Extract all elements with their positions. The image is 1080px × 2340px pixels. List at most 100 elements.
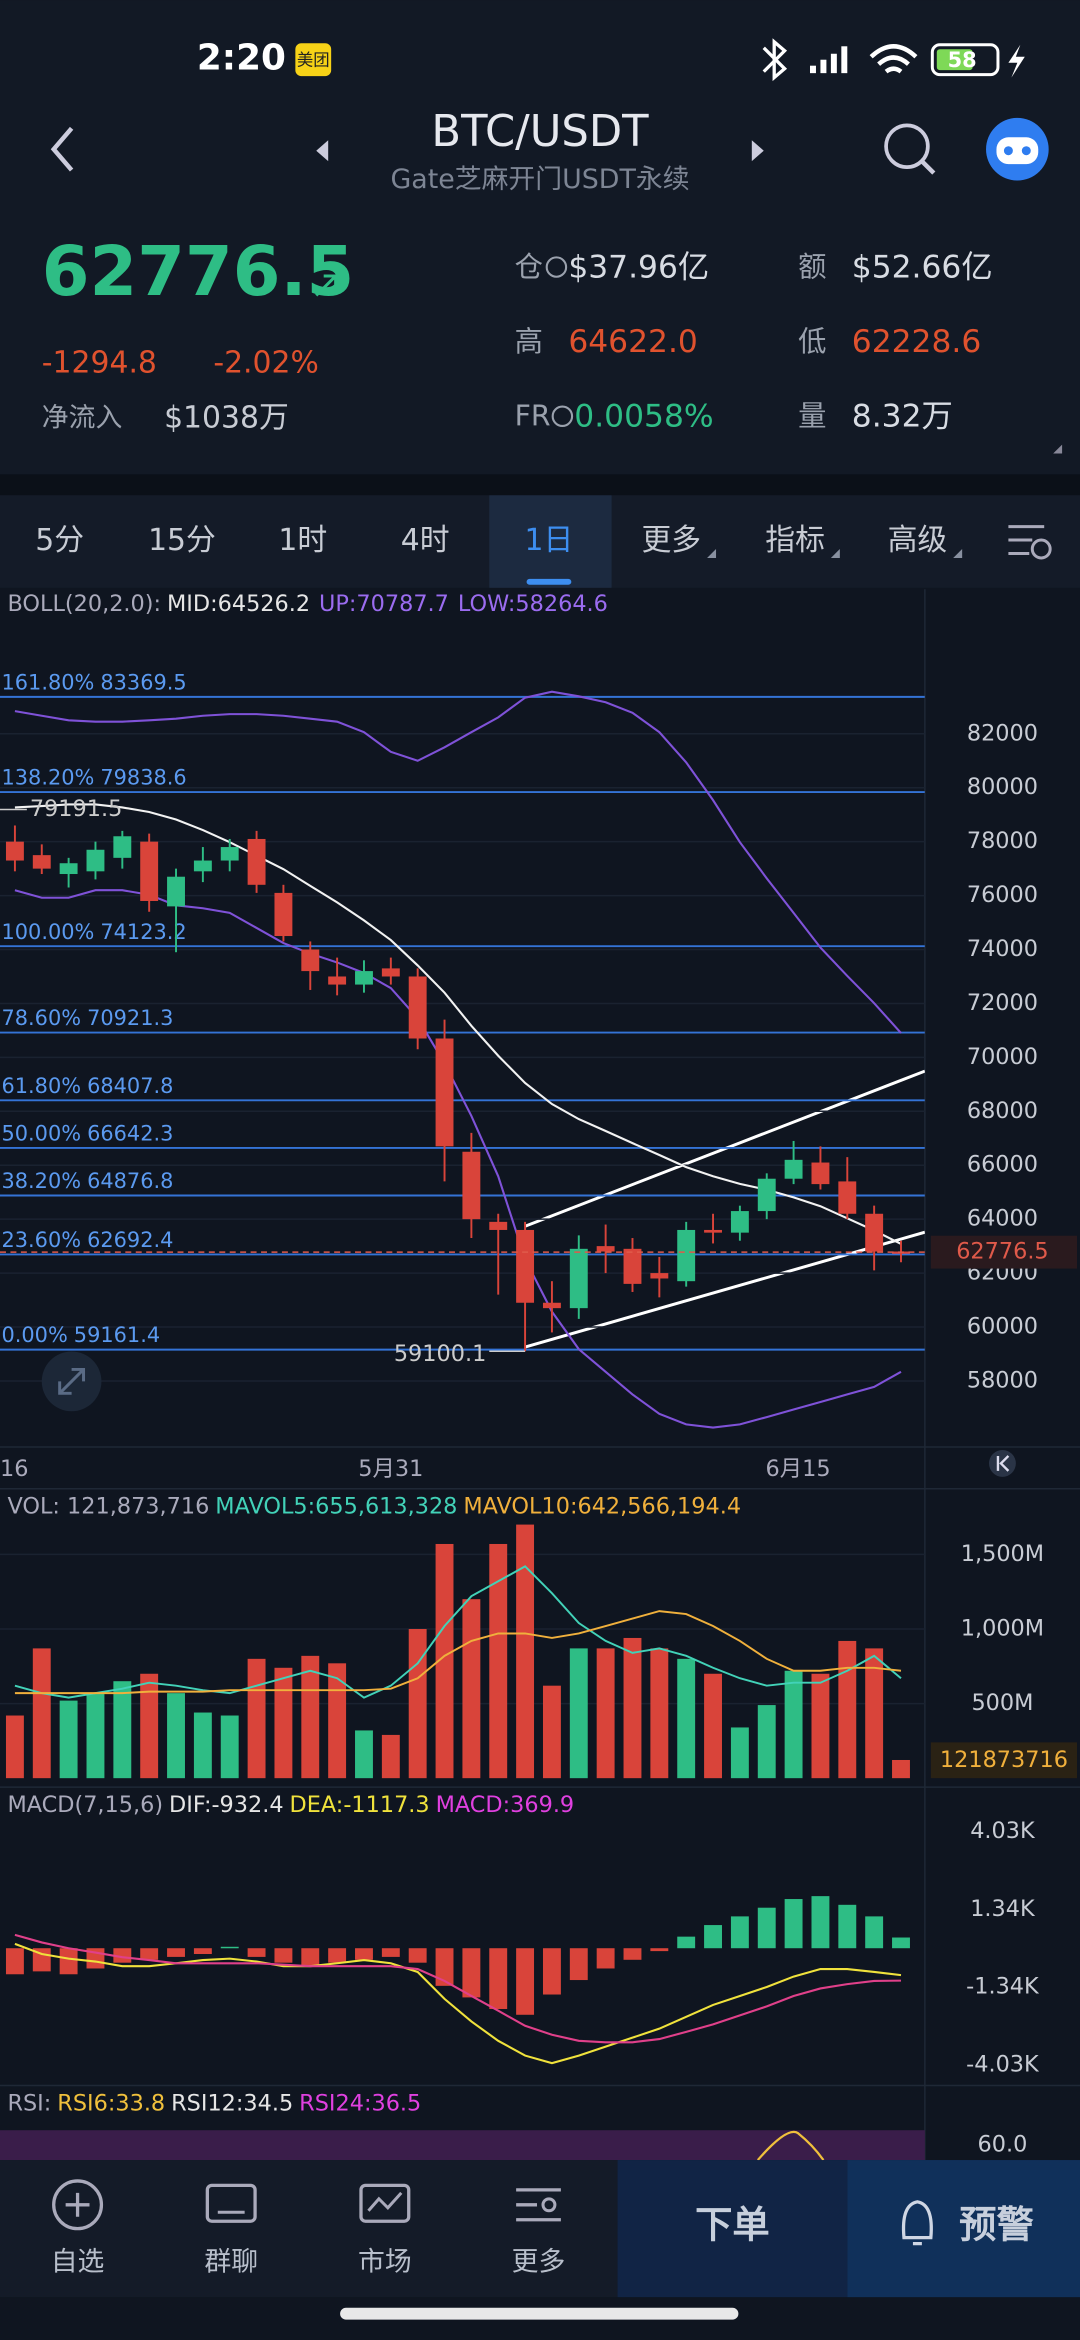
nav-label[interactable]: 群聊 (204, 2246, 258, 2277)
macd-bar (730, 1916, 749, 1949)
vol-current-box (930, 1742, 1078, 1779)
stat-value: 0.0058% (574, 399, 713, 435)
fib-pct: 161.80% (1, 670, 94, 694)
macd-bar (140, 1948, 159, 1960)
volume-bar (328, 1663, 347, 1779)
volume-bar (596, 1648, 615, 1779)
vol-current: 121873716 (940, 1747, 1068, 1773)
fib-label: 61.80% 68407.8 (1, 1074, 173, 1098)
macd-bar (301, 1948, 320, 1966)
candle-body (193, 860, 212, 872)
fib-label: 50.00% 66642.3 (1, 1121, 173, 1145)
candle-body (677, 1229, 696, 1282)
x-tick-label: 5月31 (358, 1456, 423, 1482)
tab[interactable]: 1时 (278, 523, 327, 558)
app-badge (295, 43, 332, 77)
fib-label: 38.20% 64876.8 (1, 1169, 173, 1193)
help-icon (545, 256, 568, 278)
stat-label: 量 (798, 400, 826, 433)
volume-bar (355, 1730, 373, 1779)
vol-tick: 500M (971, 1690, 1033, 1716)
volume-bar (569, 1648, 588, 1779)
volume-bar (489, 1543, 508, 1779)
fib-price: 83369.5 (100, 670, 186, 694)
candle-body (623, 1248, 642, 1284)
candle-body (274, 892, 293, 937)
macd-bar (247, 1948, 266, 1957)
next-pair[interactable] (751, 140, 764, 162)
tab[interactable]: 5分 (35, 523, 84, 558)
macd-tick: -1.34K (966, 1973, 1040, 1999)
candle-body (408, 976, 427, 1039)
fib-label: 23.60% 62692.4 (1, 1228, 173, 1252)
macd-bar (784, 1899, 803, 1949)
volume-bar (140, 1673, 159, 1779)
fib-price: 70921.3 (87, 1006, 173, 1030)
price-tick: 78000 (967, 828, 1038, 854)
candle-body (167, 876, 185, 907)
macd-bar (865, 1916, 884, 1949)
mavol10-line (14, 1610, 902, 1695)
macd-tick: -4.03K (966, 2051, 1040, 2077)
macd-tick: 4.03K (970, 1818, 1036, 1844)
tab[interactable]: 指标 (765, 523, 825, 558)
macd-bar (5, 1948, 24, 1975)
order-label[interactable]: 下单 (695, 2203, 770, 2247)
volume-bar (838, 1640, 857, 1779)
boll-legend: BOLL(20,2.0): MID:64526.2 UP:70787.7 LOW:58… (7, 591, 607, 617)
macd-bar (193, 1948, 212, 1955)
bottom-nav (0, 2160, 618, 2298)
macd-tick: 1.34K (970, 1896, 1036, 1922)
tab[interactable]: 高级 (888, 523, 948, 558)
last-price-tag: 62776.5 (956, 1239, 1048, 1265)
macd-bar (838, 1904, 857, 1949)
nav-label[interactable]: 更多 (512, 2246, 566, 2277)
volume-bar (301, 1655, 320, 1779)
fib-label: 0.00% 59161.4 (1, 1323, 160, 1347)
volume-bar (247, 1658, 266, 1779)
macd-bar (167, 1948, 185, 1957)
macd-bar (59, 1948, 78, 1975)
tab[interactable]: 更多 (641, 523, 701, 558)
candle-body (489, 1221, 508, 1230)
back-button[interactable] (50, 126, 74, 172)
fib-pct: 0.00% (1, 1323, 67, 1347)
tab[interactable]: 1日 (525, 523, 574, 558)
candle-body (247, 838, 266, 885)
price-tick: 60000 (967, 1314, 1038, 1340)
volume-bar (435, 1543, 454, 1779)
chart-settings-icon[interactable] (1008, 525, 1052, 560)
stat-value: 8.32万 (852, 399, 953, 435)
battery-text: 58 (948, 48, 977, 72)
tab[interactable]: 15分 (148, 523, 216, 558)
macd-bar (892, 1937, 910, 1949)
order-button[interactable] (617, 2160, 848, 2298)
search-button[interactable] (884, 123, 930, 169)
candle-body (704, 1229, 722, 1233)
alert-button[interactable] (847, 2160, 1080, 2298)
charging-icon (1008, 44, 1025, 78)
tab[interactable]: 4时 (401, 523, 450, 558)
volume-bar (865, 1648, 884, 1779)
low-mark: 59100.1 (394, 1341, 486, 1367)
candle-body (730, 1211, 749, 1233)
netflow: $1038万 (164, 401, 289, 436)
nav-label[interactable]: 自选 (51, 2246, 105, 2277)
help-icon (551, 405, 574, 427)
alert-label[interactable]: 预警 (959, 2203, 1034, 2247)
candle-body (328, 976, 347, 985)
last-price-box (930, 1235, 1078, 1269)
macd-bar (355, 1948, 373, 1960)
rsi-tick: 60.0 (978, 2132, 1028, 2158)
time: 2:20 (197, 38, 286, 79)
candle-body (5, 841, 24, 861)
volume-bar (623, 1637, 642, 1779)
fib-label: 161.80% 83369.5 (1, 670, 186, 694)
macd-bar (569, 1948, 588, 1981)
candle-body (650, 1273, 669, 1279)
trend-arrow (315, 274, 338, 297)
nav-label[interactable]: 市场 (358, 2246, 412, 2277)
prev-pair[interactable] (316, 140, 329, 162)
price-tick: 72000 (967, 990, 1038, 1016)
